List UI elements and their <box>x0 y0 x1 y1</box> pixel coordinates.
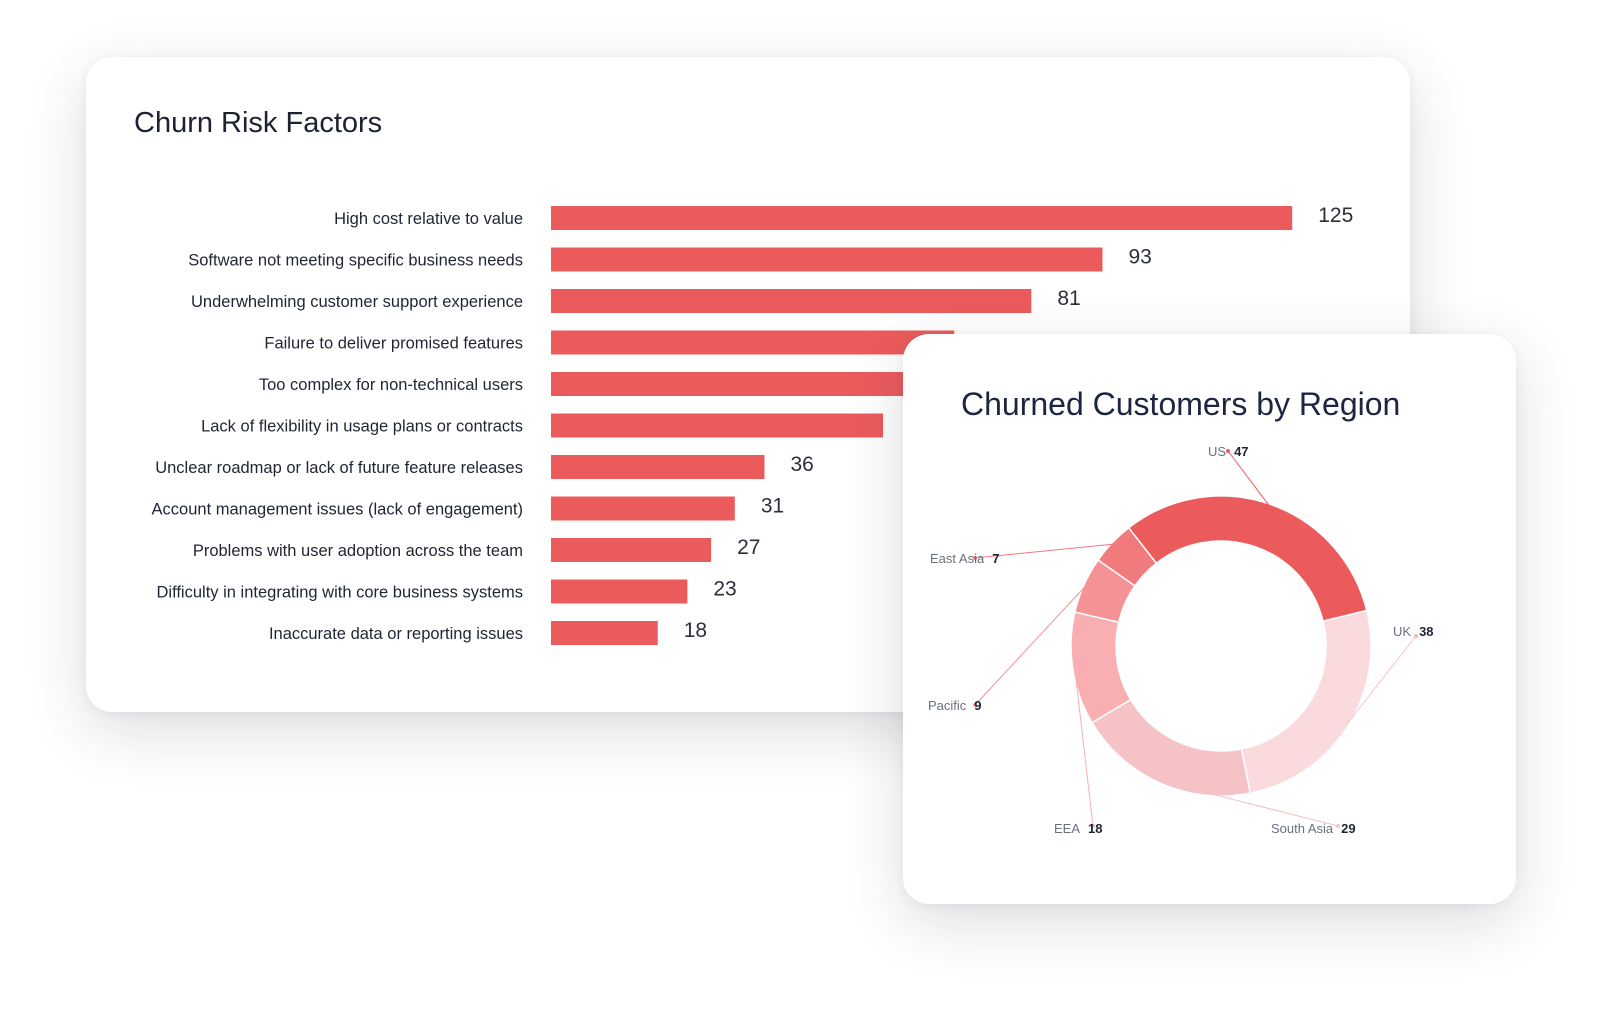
donut-leader-dot <box>1414 634 1418 638</box>
bar-label: Account management issues (lack of engag… <box>152 501 523 519</box>
slice-value: 29 <box>1341 821 1355 836</box>
bar-value-label: 18 <box>684 619 707 642</box>
donut-leader-dot <box>1226 449 1230 453</box>
slice-name: US <box>1208 444 1226 459</box>
region-card: Churned Customers by Region US 47 UK 38 Sout… <box>903 334 1516 904</box>
bar <box>551 621 658 645</box>
bar-label: Failure to deliver promised features <box>264 335 523 353</box>
bar-value-label: 36 <box>790 453 813 476</box>
bar-label: Software not meeting specific business n… <box>188 252 523 270</box>
slice-value: 7 <box>992 551 999 566</box>
donut-slice <box>1240 609 1372 795</box>
bar <box>551 206 1293 230</box>
bar <box>551 579 688 604</box>
donut-leader-line <box>1074 668 1094 827</box>
bar <box>551 538 712 562</box>
churn-risk-bar-chart: High cost relative to value 125 Software n… <box>152 204 1353 645</box>
bar-label: Difficulty in integrating with core busi… <box>156 584 523 602</box>
donut-slice <box>1127 495 1368 623</box>
bar-value-label: 23 <box>713 578 736 601</box>
slice-value: 9 <box>974 698 981 713</box>
donut-leader-line <box>1227 450 1270 507</box>
churn-risk-title: Churn Risk Factors <box>134 107 383 139</box>
bar-label: Inaccurate data or reporting issues <box>269 625 523 643</box>
slice-value: 18 <box>1088 821 1102 836</box>
bar <box>551 413 884 438</box>
bar-label: Too complex for non-technical users <box>259 376 523 394</box>
bar-label: Underwhelming customer support experienc… <box>191 293 523 311</box>
region-donut-chart: US 47 UK 38 South Asia 29 EEA 18 Pacific 9 East As… <box>928 444 1434 836</box>
donut-leader-line <box>1345 635 1417 726</box>
donut-leader-dot <box>1091 824 1095 828</box>
bar <box>551 289 1032 313</box>
bar-value-label: 31 <box>761 495 784 518</box>
slice-name: EEA <box>1054 821 1080 836</box>
donut-slice <box>1090 698 1252 797</box>
donut-leader-dot <box>1336 824 1340 828</box>
slice-value: 38 <box>1419 624 1433 639</box>
donut-label: South Asia 29 <box>1271 821 1356 836</box>
slice-name: East Asia <box>930 551 985 566</box>
donut-leader-line <box>974 585 1087 706</box>
slice-name: UK <box>1393 624 1411 639</box>
bar-label: Unclear roadmap or lack of future featur… <box>155 459 523 477</box>
donut-leader-line <box>974 543 1114 559</box>
region-title: Churned Customers by Region <box>961 386 1401 422</box>
donut-label: EEA 18 <box>1054 821 1102 836</box>
bar <box>551 496 735 521</box>
bar-value-label: 27 <box>737 536 760 559</box>
bar <box>551 455 765 479</box>
donut-label: East Asia 7 <box>930 551 999 566</box>
donut-label: US 47 <box>1208 444 1249 459</box>
bar-value-label: 93 <box>1128 246 1151 269</box>
bar-label: Lack of flexibility in usage plans or co… <box>201 418 523 436</box>
bar <box>551 372 925 396</box>
donut-slice <box>1097 526 1158 587</box>
donut-leader-dot <box>973 703 977 707</box>
bar-label: Problems with user adoption across the t… <box>193 542 523 560</box>
donut-label: Pacific 9 <box>928 698 982 713</box>
bar <box>551 247 1103 272</box>
donut-leader-line <box>1160 780 1339 827</box>
bar-value-label: 125 <box>1318 204 1353 227</box>
bar-label: High cost relative to value <box>334 210 523 228</box>
slice-name: South Asia <box>1271 821 1334 836</box>
bar <box>551 330 955 355</box>
donut-label: UK 38 <box>1393 624 1434 639</box>
donut-leader-dot <box>973 556 977 560</box>
slice-name: Pacific <box>928 698 967 713</box>
bar-value-label: 81 <box>1057 287 1080 310</box>
slice-value: 47 <box>1234 444 1248 459</box>
